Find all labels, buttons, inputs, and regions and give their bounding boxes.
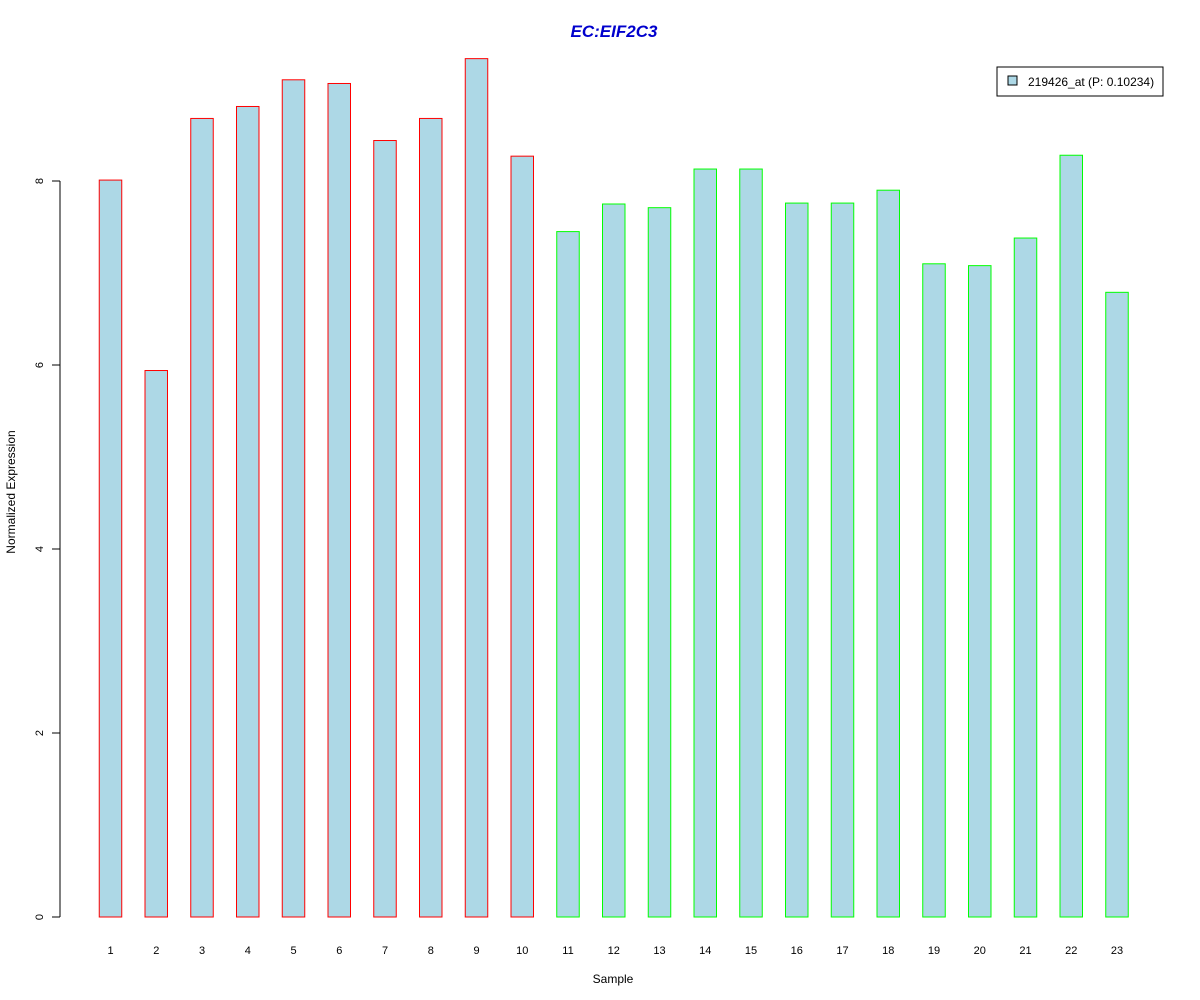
bar-sample-5 bbox=[281, 79, 306, 918]
bar-sample-1 bbox=[98, 179, 123, 918]
x-tick-labels: 1 2 3 4 5 6 7 8 9 10 11 12 13 14 15 16 17 18 19 20 21 22 23 bbox=[107, 945, 1123, 957]
x-tick-label: 13 bbox=[653, 945, 665, 957]
bar-sample-9 bbox=[464, 58, 489, 918]
legend-swatch bbox=[1007, 75, 1018, 86]
chart-title: EC:EIF2C3 bbox=[571, 22, 658, 41]
x-axis-title: Sample bbox=[593, 972, 634, 986]
x-tick-label: 12 bbox=[608, 945, 620, 957]
bar-sample-19 bbox=[922, 263, 946, 918]
x-tick-label: 23 bbox=[1111, 945, 1123, 957]
bar-sample-10 bbox=[510, 155, 534, 918]
y-axis-title: Normalized Expression bbox=[4, 430, 18, 553]
x-tick-label: 8 bbox=[428, 945, 434, 957]
x-tick-label: 11 bbox=[562, 945, 573, 957]
x-tick-label: 6 bbox=[336, 945, 342, 957]
bar-sample-8 bbox=[419, 117, 443, 918]
bar-sample-6 bbox=[327, 82, 351, 918]
bar-sample-22 bbox=[1059, 154, 1083, 918]
bar-sample-11 bbox=[556, 231, 580, 918]
x-tick-label: 22 bbox=[1065, 945, 1077, 957]
x-tick-label: 18 bbox=[882, 945, 894, 957]
y-tick-label: 2 bbox=[34, 730, 46, 736]
x-tick-label: 1 bbox=[107, 945, 113, 957]
x-tick-label: 5 bbox=[290, 945, 296, 957]
bar-sample-15 bbox=[739, 168, 763, 918]
x-tick-label: 17 bbox=[836, 945, 848, 957]
x-tick-label: 4 bbox=[245, 945, 251, 957]
x-tick-label: 10 bbox=[516, 945, 528, 957]
x-tick-label: 7 bbox=[382, 945, 388, 957]
legend-label: 219426_at (P: 0.10234) bbox=[1028, 75, 1154, 89]
y-axis: 0 2 4 6 8 bbox=[34, 178, 61, 920]
bar-sample-4 bbox=[236, 105, 260, 918]
x-tick-label: 19 bbox=[928, 945, 940, 957]
x-tick-label: 14 bbox=[699, 945, 711, 957]
bar-sample-16 bbox=[785, 202, 809, 918]
x-tick-label: 2 bbox=[153, 945, 159, 957]
x-tick-label: 20 bbox=[974, 945, 986, 957]
x-tick-label: 9 bbox=[473, 945, 479, 957]
bar-sample-12 bbox=[602, 203, 626, 918]
y-tick-label: 6 bbox=[34, 362, 46, 368]
bar-sample-7 bbox=[373, 140, 397, 918]
y-tick-label: 4 bbox=[34, 546, 46, 552]
bar-sample-17 bbox=[830, 202, 855, 918]
y-tick-label: 8 bbox=[34, 178, 46, 184]
legend-box bbox=[996, 66, 1164, 97]
bar-sample-20 bbox=[968, 265, 992, 918]
bar-sample-21 bbox=[1013, 237, 1038, 918]
bar-sample-2 bbox=[144, 370, 168, 918]
x-tick-label: 16 bbox=[791, 945, 803, 957]
bar-sample-23 bbox=[1105, 291, 1129, 918]
x-tick-label: 15 bbox=[745, 945, 757, 957]
bar-sample-14 bbox=[693, 168, 717, 918]
bars bbox=[98, 58, 1129, 918]
y-tick-label: 0 bbox=[34, 914, 46, 920]
x-tick-label: 3 bbox=[199, 945, 205, 957]
legend: 219426_at (P: 0.10234) bbox=[996, 66, 1164, 97]
bar-sample-18 bbox=[876, 189, 900, 918]
bar-sample-3 bbox=[190, 117, 214, 918]
bar-sample-13 bbox=[647, 207, 672, 918]
x-tick-label: 21 bbox=[1019, 945, 1031, 957]
